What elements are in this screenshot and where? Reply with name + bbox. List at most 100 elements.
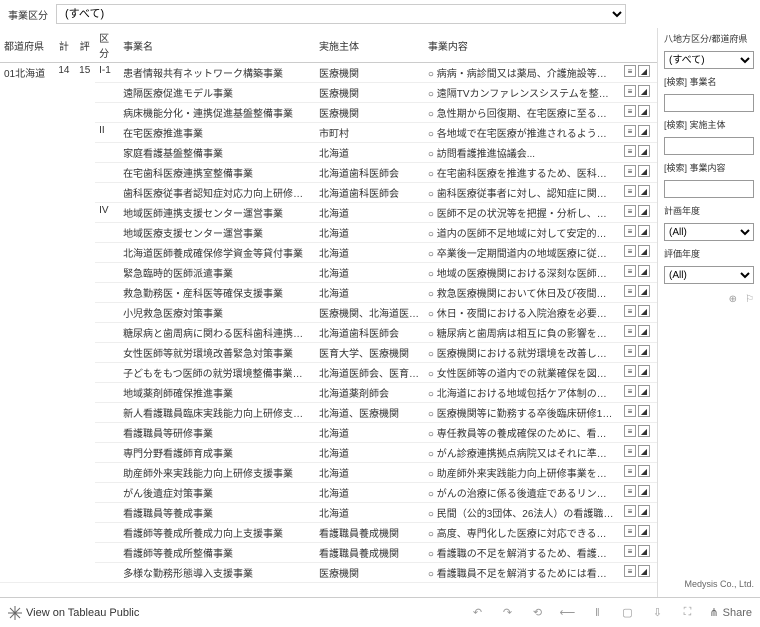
table-row[interactable]: II在宅医療推進事業市町村○ 各地域で在宅医療が推進されるよう、市町...≡◢ bbox=[0, 123, 657, 143]
search-body-input[interactable] bbox=[664, 137, 754, 155]
chart-icon[interactable]: ◢ bbox=[638, 345, 650, 357]
download-icon[interactable]: ⇩ bbox=[649, 605, 665, 621]
doc-icon[interactable]: ≡ bbox=[624, 85, 636, 97]
doc-icon[interactable]: ≡ bbox=[624, 205, 636, 217]
chart-icon[interactable]: ◢ bbox=[638, 85, 650, 97]
region-select[interactable]: (すべて) bbox=[664, 51, 754, 69]
table-row[interactable]: 看護師等養成所整備事業看護職員養成機関○ 看護職の不足を解消するため、看護職員.… bbox=[0, 543, 657, 563]
undo-icon[interactable]: ↶ bbox=[469, 605, 485, 621]
chart-icon[interactable]: ◢ bbox=[638, 425, 650, 437]
chart-icon[interactable]: ◢ bbox=[638, 545, 650, 557]
redo-icon[interactable]: ↷ bbox=[499, 605, 515, 621]
refresh-icon[interactable]: ⟵ bbox=[559, 605, 575, 621]
table-row[interactable]: 新人看護職員臨床実践能力向上研修支援事業北海道、医療機関○ 医療機関等に勤務する… bbox=[0, 403, 657, 423]
chart-icon[interactable]: ◢ bbox=[638, 325, 650, 337]
doc-icon[interactable]: ≡ bbox=[624, 185, 636, 197]
doc-icon[interactable]: ≡ bbox=[624, 145, 636, 157]
chart-icon[interactable]: ◢ bbox=[638, 385, 650, 397]
doc-icon[interactable]: ≡ bbox=[624, 485, 636, 497]
table-row[interactable]: 女性医師等就労環境改善緊急対策事業医育大学、医療機関○ 医療機関における就労環境… bbox=[0, 343, 657, 363]
chart-icon[interactable]: ◢ bbox=[638, 145, 650, 157]
table-row[interactable]: 救急勤務医・産科医等確保支援事業北海道○ 救急医療機関において休日及び夜間の救.… bbox=[0, 283, 657, 303]
doc-icon[interactable]: ≡ bbox=[624, 105, 636, 117]
table-row[interactable]: 歯科医療従事者認知症対応力向上研修事業北海道歯科医師会○ 歯科医療従事者に対し、… bbox=[0, 183, 657, 203]
doc-icon[interactable]: ≡ bbox=[624, 545, 636, 557]
table-row[interactable]: 小児救急医療対策事業医療機関、北海道医師会○ 休日・夜間における入院治療を必要と… bbox=[0, 303, 657, 323]
tableau-public-link[interactable]: View on Tableau Public bbox=[8, 606, 139, 620]
search-content-input[interactable] bbox=[664, 180, 754, 198]
table-row[interactable]: IV地域医師連携支援センター運営事業北海道○ 医師不足の状況等を把握・分析し、医… bbox=[0, 203, 657, 223]
doc-icon[interactable]: ≡ bbox=[624, 525, 636, 537]
doc-icon[interactable]: ≡ bbox=[624, 325, 636, 337]
eval-year-select[interactable]: (All) bbox=[664, 266, 754, 284]
table-row[interactable]: 専門分野看護師育成事業北海道○ がん診療連携拠点病院又はそれに準ずる病...≡◢ bbox=[0, 443, 657, 463]
business-category-select[interactable]: (すべて) bbox=[56, 4, 626, 24]
table-row[interactable]: 病床機能分化・連携促進基盤整備事業医療機関○ 急性期から回復期、在宅医療に至るま… bbox=[0, 103, 657, 123]
chart-icon[interactable]: ◢ bbox=[638, 365, 650, 377]
share-button[interactable]: ⋔ Share bbox=[709, 606, 752, 619]
chart-icon[interactable]: ◢ bbox=[638, 285, 650, 297]
chart-icon[interactable]: ◢ bbox=[638, 65, 650, 77]
doc-icon[interactable]: ≡ bbox=[624, 425, 636, 437]
chart-icon[interactable]: ◢ bbox=[638, 205, 650, 217]
pause-icon[interactable]: ‖ bbox=[589, 605, 605, 621]
doc-icon[interactable]: ≡ bbox=[624, 265, 636, 277]
doc-icon[interactable]: ≡ bbox=[624, 225, 636, 237]
chart-icon[interactable]: ◢ bbox=[638, 125, 650, 137]
table-row[interactable]: 看護職員等研修事業北海道○ 専任教員等の養成確保のために、看護教...≡◢ bbox=[0, 423, 657, 443]
table-row[interactable]: 北海道医師養成確保修学資金等貸付事業北海道○ 卒業後一定期間道内の地域医療に従事… bbox=[0, 243, 657, 263]
chart-icon[interactable]: ◢ bbox=[638, 225, 650, 237]
doc-icon[interactable]: ≡ bbox=[624, 365, 636, 377]
chart-icon[interactable]: ◢ bbox=[638, 445, 650, 457]
table-row[interactable]: 多様な勤務形態導入支援事業医療機関○ 看護職員不足を解消するためには看護職員..… bbox=[0, 563, 657, 583]
kubun-cell bbox=[95, 423, 119, 443]
table-row[interactable]: 遠隔医療促進モデル事業医療機関○ 遠隔TVカンファレンスシステムを整備するこ..… bbox=[0, 83, 657, 103]
chart-icon[interactable]: ◢ bbox=[638, 565, 650, 577]
doc-icon[interactable]: ≡ bbox=[624, 505, 636, 517]
flag-icon[interactable]: ⚐ bbox=[745, 294, 754, 305]
chart-icon[interactable]: ◢ bbox=[638, 525, 650, 537]
doc-icon[interactable]: ≡ bbox=[624, 345, 636, 357]
table-row[interactable]: 看護師等養成所養成力向上支援事業看護職員養成機関○ 高度、専門化した医療に対応で… bbox=[0, 523, 657, 543]
search-name-input[interactable] bbox=[664, 94, 754, 112]
table-row[interactable]: がん後遺症対策事業北海道○ がんの治療に係る後遺症であるリンパ浮腫の...≡◢ bbox=[0, 483, 657, 503]
doc-icon[interactable]: ≡ bbox=[624, 405, 636, 417]
doc-icon[interactable]: ≡ bbox=[624, 285, 636, 297]
revert-icon[interactable]: ⟲ bbox=[529, 605, 545, 621]
table-row[interactable]: 地域薬剤師確保推進事業北海道薬剤師会○ 北海道における地域包括ケア体制の構築を.… bbox=[0, 383, 657, 403]
fullscreen-icon[interactable]: ⛶ bbox=[679, 605, 695, 621]
globe-icon[interactable]: ⊕ bbox=[729, 294, 737, 305]
table-row[interactable]: 看護職員等養成事業北海道○ 民間（公的3団体、26法人）の看護職員...≡◢ bbox=[0, 503, 657, 523]
chart-icon[interactable]: ◢ bbox=[638, 465, 650, 477]
doc-icon[interactable]: ≡ bbox=[624, 565, 636, 577]
doc-icon[interactable]: ≡ bbox=[624, 305, 636, 317]
chart-icon[interactable]: ◢ bbox=[638, 105, 650, 117]
table-row[interactable]: 子どもをもつ医師の就労環境整備事業、短時間正...北海道医師会、医育大学、医療.… bbox=[0, 363, 657, 383]
chart-icon[interactable]: ◢ bbox=[638, 165, 650, 177]
chart-icon[interactable]: ◢ bbox=[638, 485, 650, 497]
chart-icon[interactable]: ◢ bbox=[638, 245, 650, 257]
doc-icon[interactable]: ≡ bbox=[624, 445, 636, 457]
chart-icon[interactable]: ◢ bbox=[638, 405, 650, 417]
chart-icon[interactable]: ◢ bbox=[638, 265, 650, 277]
table-row[interactable]: 在宅歯科医療連携室整備事業北海道歯科医師会○ 在宅歯科医療を推進するため、医科や… bbox=[0, 163, 657, 183]
table-row[interactable]: 糖尿病と歯周病に関わる医科歯科連携推進事業北海道歯科医師会○ 糖尿病と歯周病は相… bbox=[0, 323, 657, 343]
plan-year-select[interactable]: (All) bbox=[664, 223, 754, 241]
table-row[interactable]: 家庭看護基盤整備事業北海道○ 訪問看護推進協議会...≡◢ bbox=[0, 143, 657, 163]
doc-icon[interactable]: ≡ bbox=[624, 245, 636, 257]
doc-icon[interactable]: ≡ bbox=[624, 65, 636, 77]
table-row[interactable]: 01北海道1415I-1患者情報共有ネットワーク構築事業医療機関○ 病病・病診間… bbox=[0, 63, 657, 83]
chart-icon[interactable]: ◢ bbox=[638, 505, 650, 517]
table-row[interactable]: 地域医療支援センター運営事業北海道○ 道内の医師不足地域に対して安定的に医...… bbox=[0, 223, 657, 243]
chart-icon[interactable]: ◢ bbox=[638, 305, 650, 317]
device-icon[interactable]: ▢ bbox=[619, 605, 635, 621]
chart-icon[interactable]: ◢ bbox=[638, 185, 650, 197]
doc-icon[interactable]: ≡ bbox=[624, 465, 636, 477]
table-row[interactable]: 緊急臨時的医師派遣事業北海道○ 地域の医療機関における深刻な医師不足...≡◢ bbox=[0, 263, 657, 283]
region-label: 八地方区分/都道府県 bbox=[664, 32, 754, 45]
doc-icon[interactable]: ≡ bbox=[624, 385, 636, 397]
doc-icon[interactable]: ≡ bbox=[624, 165, 636, 177]
name-cell: 女性医師等就労環境改善緊急対策事業 bbox=[119, 343, 315, 363]
table-row[interactable]: 助産師外来実践能力向上研修支援事業北海道○ 助産師外来実践能力向上研修事業を円滑… bbox=[0, 463, 657, 483]
doc-icon[interactable]: ≡ bbox=[624, 125, 636, 137]
